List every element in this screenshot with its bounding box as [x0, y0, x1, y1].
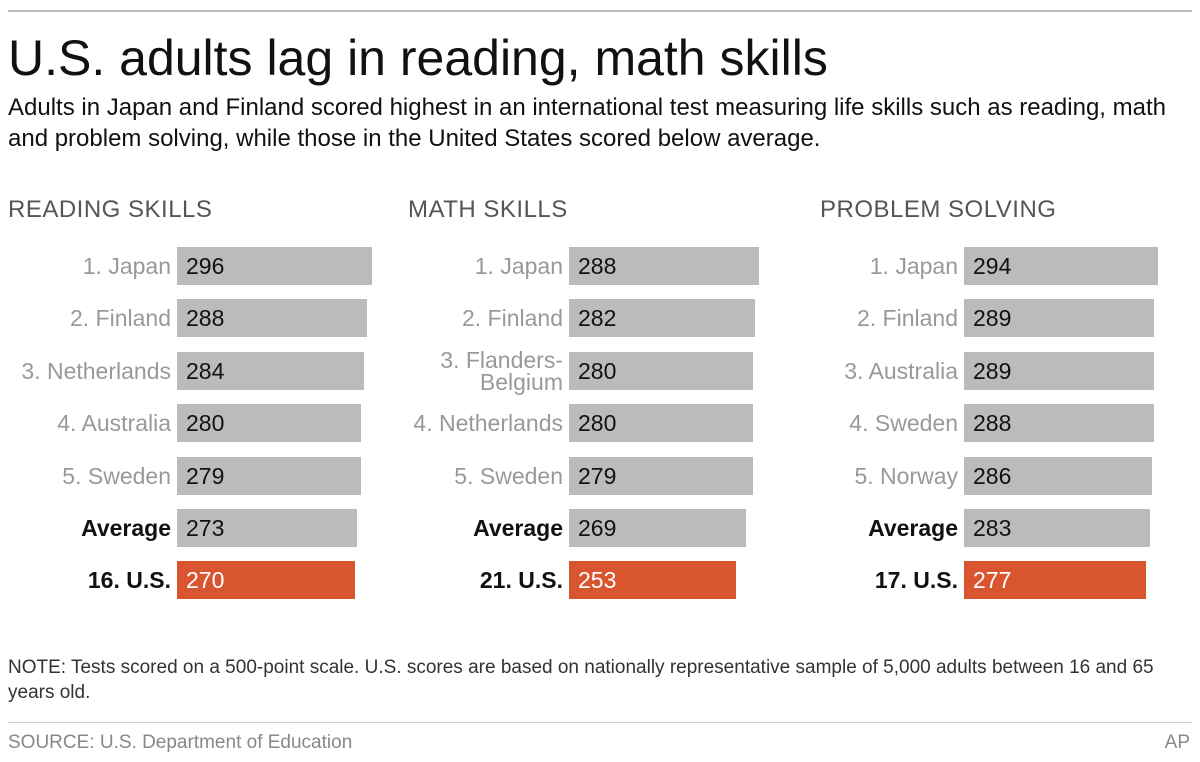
score-bar: [177, 404, 361, 442]
value-label: 288: [578, 253, 617, 279]
us-bar: [569, 561, 736, 599]
category-label: 17. U.S.: [874, 567, 958, 593]
score-bar: [177, 352, 364, 390]
chart-subtitle: Adults in Japan and Finland scored highe…: [8, 94, 1166, 152]
category-label: 1. Japan: [474, 253, 563, 279]
category-label: 21. U.S.: [479, 567, 563, 593]
footnote: NOTE: Tests scored on a 500-point scale.…: [8, 657, 1154, 703]
bar-row: Average 273: [0, 509, 400, 547]
category-label: 4. Australia: [57, 410, 171, 436]
value-label: 280: [186, 410, 225, 436]
value-label: 294: [973, 253, 1012, 279]
agency-credit: AP: [1164, 732, 1190, 753]
bar-row: 2. Finland 282: [392, 299, 792, 337]
bar-row: 1. Japan 288: [392, 247, 792, 285]
bar-row: 5. Sweden 279: [0, 457, 400, 495]
value-label: 273: [186, 515, 225, 541]
category-label: Average: [81, 515, 171, 541]
score-bar: [569, 352, 753, 390]
score-bar: [964, 352, 1154, 390]
bar-row: 2. Finland 289: [787, 299, 1187, 337]
bar-row: 17. U.S. 277: [787, 561, 1187, 599]
value-label: 283: [973, 515, 1012, 541]
value-label: 253: [578, 567, 617, 593]
score-bar: [569, 404, 753, 442]
bar-row: 1. Japan 294: [787, 247, 1187, 285]
value-label: 296: [186, 253, 225, 279]
panel-title: PROBLEM SOLVING: [820, 196, 1057, 223]
score-bar: [177, 509, 357, 547]
category-label: 5. Sweden: [454, 463, 563, 489]
top-rule: [8, 10, 1192, 12]
category-label: 2. Finland: [856, 305, 958, 331]
value-label: 286: [973, 463, 1012, 489]
score-bar: [569, 509, 746, 547]
value-label: 284: [186, 358, 225, 384]
category-label: 2. Finland: [69, 305, 171, 331]
category-label: 1. Japan: [82, 253, 171, 279]
bar-row: 4. Sweden 288: [787, 404, 1187, 442]
score-bar: [569, 457, 753, 495]
category-label: 4. Netherlands: [413, 410, 563, 436]
bar-row: 3. Netherlands 284: [0, 352, 400, 390]
source-credit: SOURCE: U.S. Department of Education: [8, 732, 353, 753]
category-label: Average: [868, 515, 958, 541]
value-label: 277: [973, 567, 1012, 593]
category-label: 1. Japan: [869, 253, 958, 279]
value-label: 279: [186, 463, 225, 489]
category-label: 3. Australia: [844, 358, 958, 384]
score-bar: [569, 247, 759, 285]
value-label: 289: [973, 358, 1012, 384]
bar-row: 5. Sweden 279: [392, 457, 792, 495]
panel-title: MATH SKILLS: [408, 196, 568, 223]
category-label: 5. Sweden: [62, 463, 171, 489]
score-bar: [177, 247, 372, 285]
score-bar: [177, 457, 361, 495]
score-bar: [964, 247, 1158, 285]
category-label: 3. Flanders- Belgium: [440, 347, 563, 395]
category-label: 4. Sweden: [849, 410, 958, 436]
value-label: 280: [578, 410, 617, 436]
value-label: 280: [578, 358, 617, 384]
us-bar: [177, 561, 355, 599]
panel-problem-solving: PROBLEM SOLVING 1. Japan 294 2. Finland 289…: [787, 196, 1187, 616]
bar-row: 4. Australia 280: [0, 404, 400, 442]
bar-row: 4. Netherlands 280: [392, 404, 792, 442]
category-label: 2. Finland: [461, 305, 563, 331]
bottom-rule: [8, 722, 1192, 723]
bar-row: 1. Japan 296: [0, 247, 400, 285]
bar-row: 21. U.S. 253: [392, 561, 792, 599]
score-bar: [964, 299, 1154, 337]
bar-row: Average 269: [392, 509, 792, 547]
bar-row: 3. Australia 289: [787, 352, 1187, 390]
category-label: 3. Netherlands: [21, 358, 171, 384]
bar-row: 3. Flanders- Belgium 280: [392, 347, 792, 395]
category-label: Average: [473, 515, 563, 541]
score-bar: [569, 299, 755, 337]
value-label: 279: [578, 463, 617, 489]
value-label: 269: [578, 515, 617, 541]
value-label: 270: [186, 567, 225, 593]
panel-reading-skills: READING SKILLS 1. Japan 296 2. Finland 288 3…: [0, 196, 400, 616]
value-label: 288: [973, 410, 1012, 436]
bar-row: Average 283: [787, 509, 1187, 547]
value-label: 282: [578, 305, 617, 331]
score-bar: [964, 457, 1152, 495]
us-bar: [964, 561, 1146, 599]
score-bar: [964, 404, 1154, 442]
bar-row: 16. U.S. 270: [0, 561, 400, 599]
category-label: 16. U.S.: [87, 567, 171, 593]
score-bar: [177, 299, 367, 337]
score-bar: [964, 509, 1150, 547]
value-label: 288: [186, 305, 225, 331]
bar-row: 2. Finland 288: [0, 299, 400, 337]
value-label: 289: [973, 305, 1012, 331]
panel-math-skills: MATH SKILLS 1. Japan 288 2. Finland 282 3. F…: [392, 196, 792, 616]
bar-row: 5. Norway 286: [787, 457, 1187, 495]
panel-title: READING SKILLS: [8, 196, 213, 223]
chart-title: U.S. adults lag in reading, math skills: [8, 30, 828, 86]
category-label: 5. Norway: [854, 463, 958, 489]
